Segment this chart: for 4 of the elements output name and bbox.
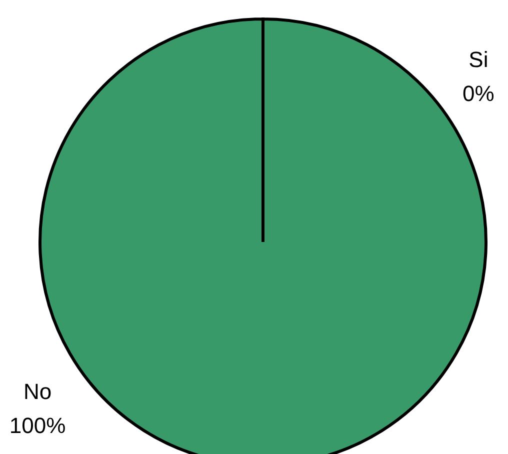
text: 0% [462,80,494,106]
data-label: 100% [9,413,66,438]
slice-label: No [24,379,52,404]
category-label: Si [468,46,488,72]
